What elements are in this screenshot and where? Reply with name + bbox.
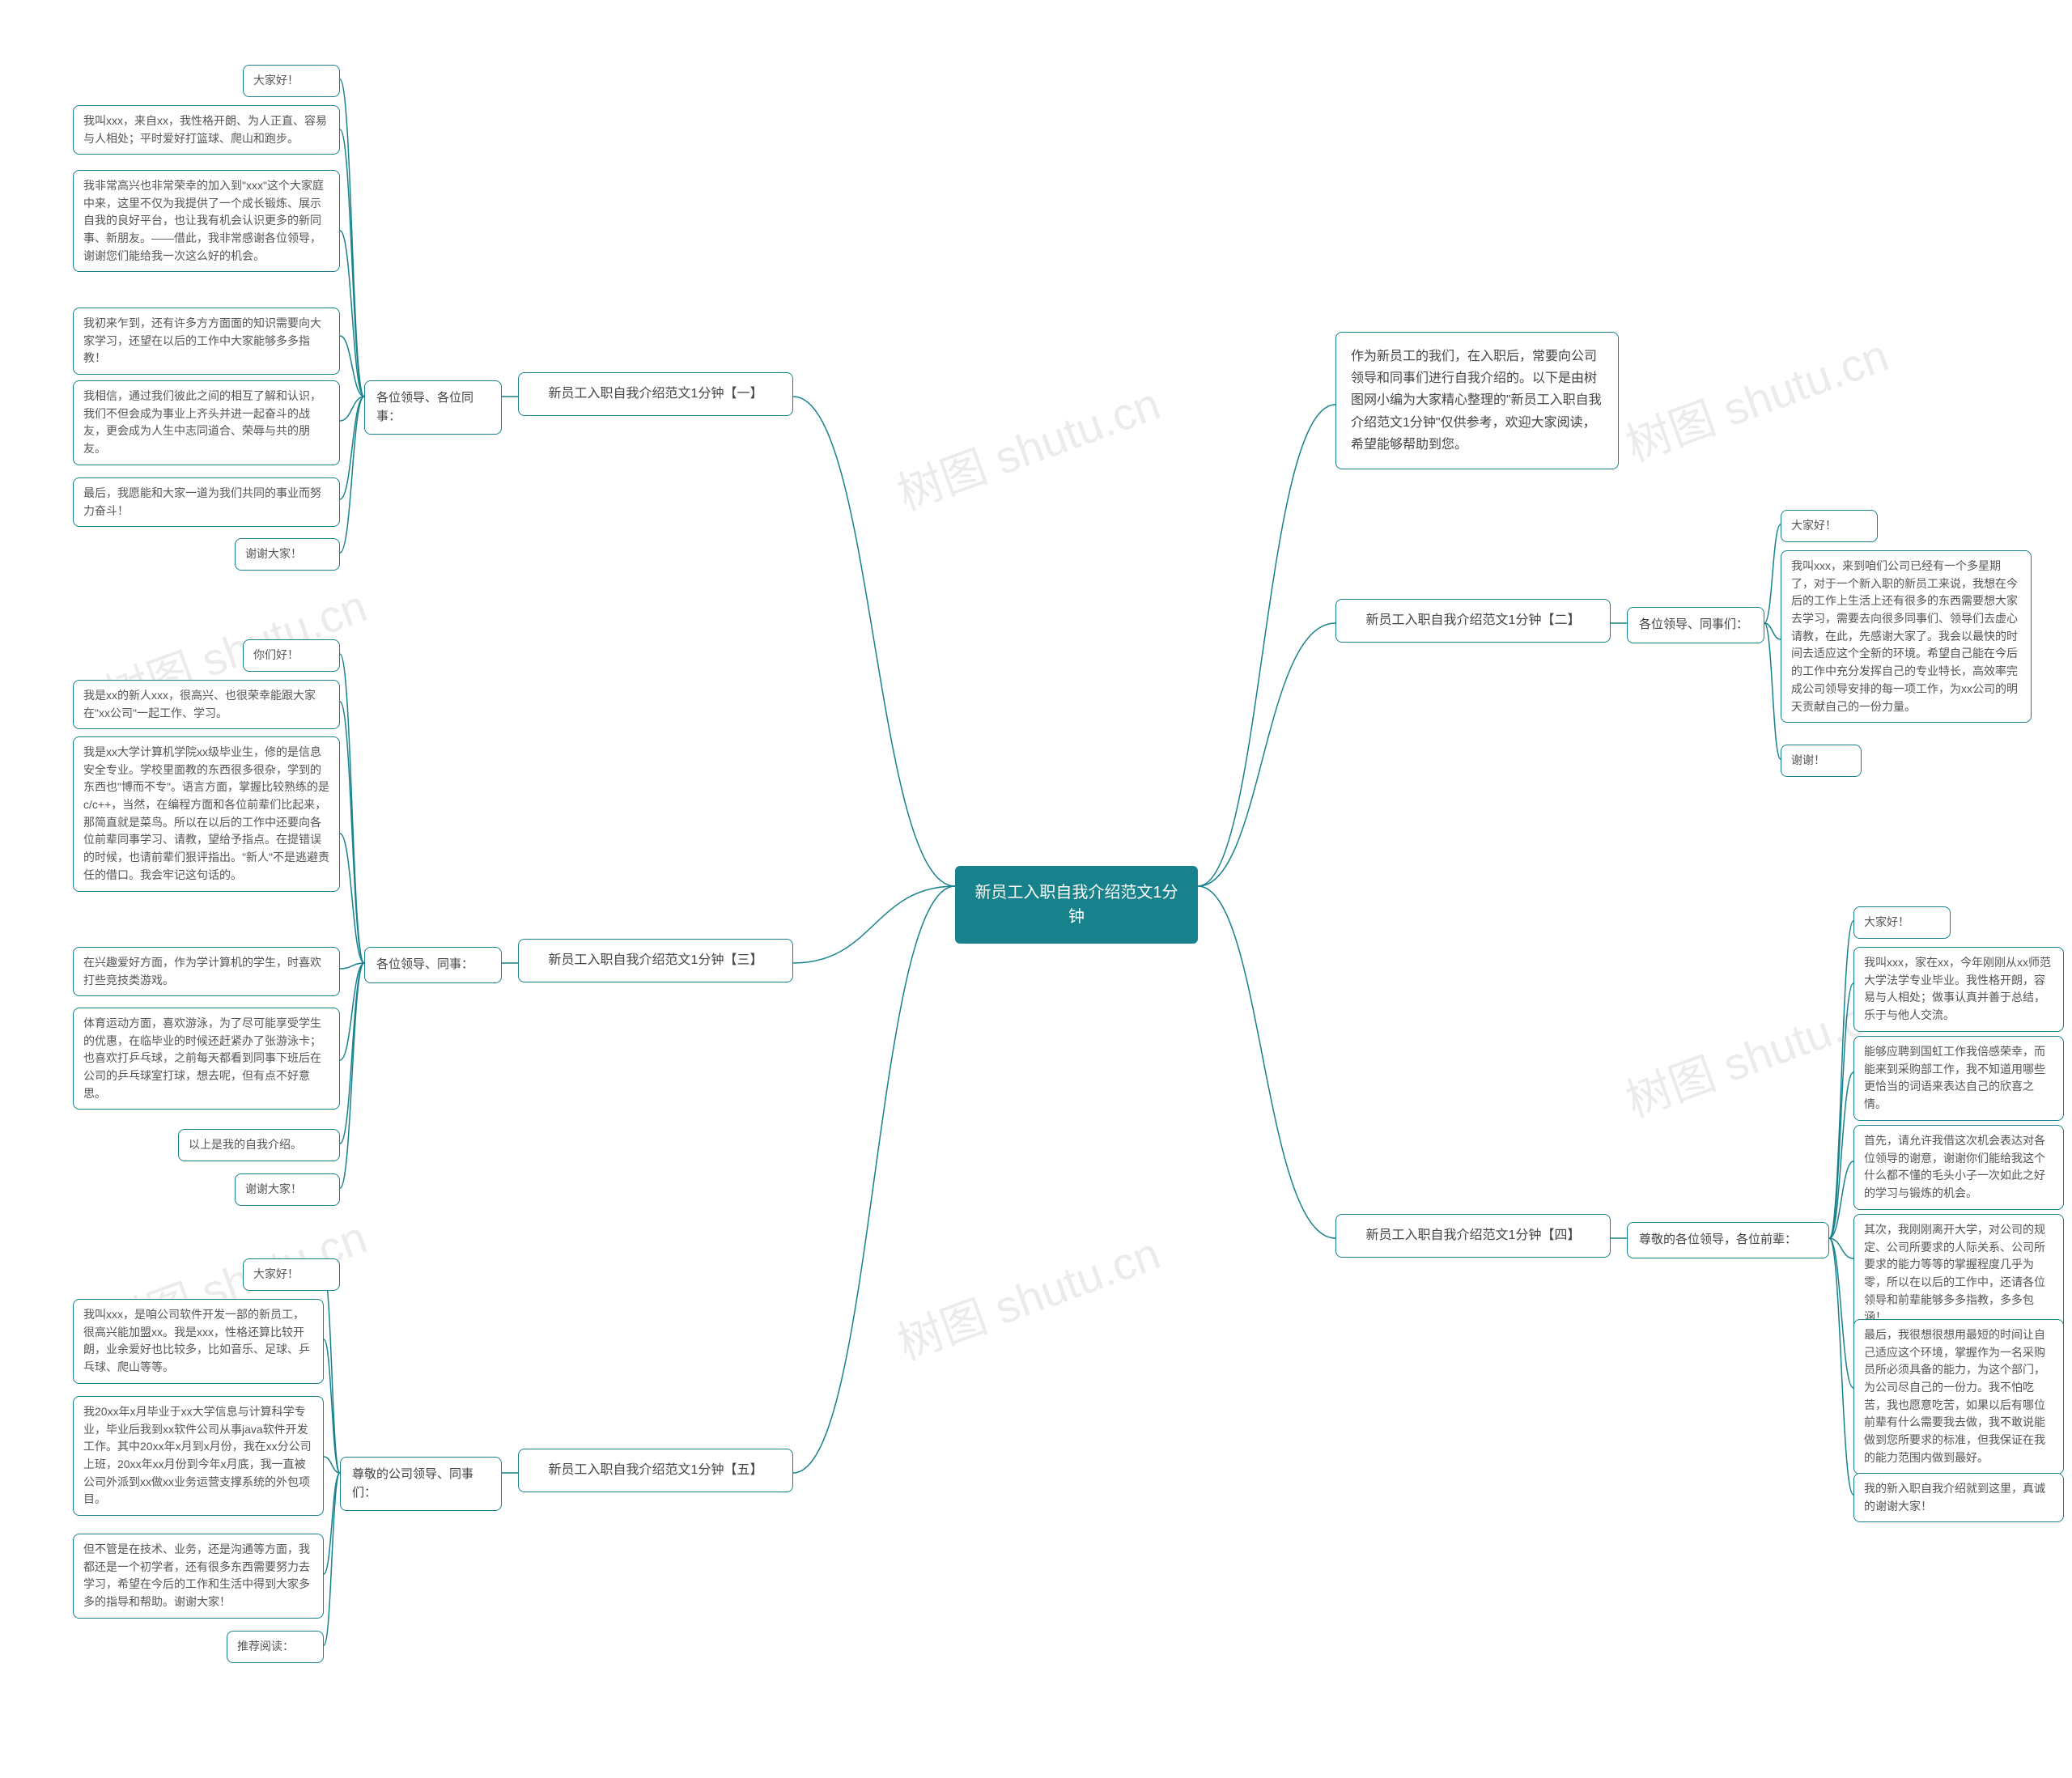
section-4-leaf: 最后，我很想很想用最短的时间让自己适应这个环境，掌握作为一名采购员所必须具备的能… [1853,1319,2064,1475]
section-2: 新员工入职自我介绍范文1分钟【二】 [1335,599,1611,643]
section-2-leaf: 我叫xxx，来到咱们公司已经有一个多星期了，对于一个新入职的新员工来说，我想在今… [1781,550,2032,723]
watermark: 树图 shutu.cn [1616,319,1896,474]
section-5-leaf: 我20xx年x月毕业于xx大学信息与计算科学专业，毕业后我到xx软件公司从事ja… [73,1396,324,1516]
section-5-leaf: 推荐阅读： [227,1631,324,1663]
section-3-leaf: 以上是我的自我介绍。 [178,1129,340,1161]
section-5-leaf: 但不管是在技术、业务，还是沟通等方面，我都还是一个初学者，还有很多东西需要努力去… [73,1534,324,1619]
section-5: 新员工入职自我介绍范文1分钟【五】 [518,1449,793,1492]
section-1-leaf: 我非常高兴也非常荣幸的加入到"xxx"这个大家庭中来，这里不仅为我提供了一个成长… [73,170,340,272]
section-4: 新员工入职自我介绍范文1分钟【四】 [1335,1214,1611,1258]
intro-node: 作为新员工的我们，在入职后，常要向公司领导和同事们进行自我介绍的。以下是由树图网… [1335,332,1619,469]
section-2-leaf: 谢谢！ [1781,745,1862,777]
section-5-sub: 尊敬的公司领导、同事们： [340,1457,502,1511]
section-4-leaf: 我叫xxx，家在xx，今年刚刚从xx师范大学法学专业毕业。我性格开朗，容易与人相… [1853,947,2064,1032]
section-1-sub: 各位领导、各位同事： [364,380,502,435]
section-1-leaf: 我初来乍到，还有许多方方面面的知识需要向大家学习，还望在以后的工作中大家能够多多… [73,308,340,375]
section-1-leaf: 最后，我愿能和大家一道为我们共同的事业而努力奋斗！ [73,477,340,527]
section-3-sub: 各位领导、同事： [364,947,502,983]
watermark: 树图 shutu.cn [887,367,1168,523]
section-1-leaf: 谢谢大家！ [235,538,340,571]
section-3: 新员工入职自我介绍范文1分钟【三】 [518,939,793,982]
section-3-leaf: 我是xx大学计算机学院xx级毕业生，修的是信息安全专业。学校里面教的东西很多很杂… [73,736,340,892]
section-4-leaf: 能够应聘到国虹工作我倍感荣幸，而能来到采购部工作，我不知道用哪些更恰当的词语来表… [1853,1036,2064,1121]
section-2-leaf: 大家好！ [1781,510,1878,542]
section-1-leaf: 我叫xxx，来自xx，我性格开朗、为人正直、容易与人相处；平时爱好打篮球、爬山和… [73,105,340,155]
watermark: 树图 shutu.cn [887,1217,1168,1373]
section-3-leaf: 我是xx的新人xxx，很高兴、也很荣幸能跟大家在"xx公司"一起工作、学习。 [73,680,340,729]
section-4-leaf: 首先，请允许我借这次机会表达对各位领导的谢意，谢谢你们能给我这个什么都不懂的毛头… [1853,1125,2064,1210]
section-1-leaf: 大家好！ [243,65,340,97]
section-3-leaf: 谢谢大家！ [235,1173,340,1206]
section-3-leaf: 体育运动方面，喜欢游泳，为了尽可能享受学生的优惠，在临毕业的时候还赶紧办了张游泳… [73,1008,340,1110]
section-3-leaf: 你们好！ [243,639,340,672]
section-5-leaf: 大家好！ [243,1258,340,1291]
section-2-sub: 各位领导、同事们： [1627,607,1764,643]
section-4-leaf: 其次，我刚刚离开大学，对公司的规定、公司所要求的人际关系、公司所要求的能力等等的… [1853,1214,2064,1334]
section-4-leaf: 大家好！ [1853,906,1951,939]
section-3-leaf: 在兴趣爱好方面，作为学计算机的学生，时喜欢打些竞技类游戏。 [73,947,340,996]
section-1: 新员工入职自我介绍范文1分钟【一】 [518,372,793,416]
section-4-sub: 尊敬的各位领导，各位前辈： [1627,1222,1829,1258]
root-node: 新员工入职自我介绍范文1分钟 [955,866,1198,944]
section-4-leaf: 我的新入职自我介绍就到这里，真诚的谢谢大家！ [1853,1473,2064,1522]
section-1-leaf: 我相信，通过我们彼此之间的相互了解和认识，我们不但会成为事业上齐头并进一起奋斗的… [73,380,340,465]
section-5-leaf: 我叫xxx，是咱公司软件开发一部的新员工，很高兴能加盟xx。我是xxx，性格还算… [73,1299,324,1384]
